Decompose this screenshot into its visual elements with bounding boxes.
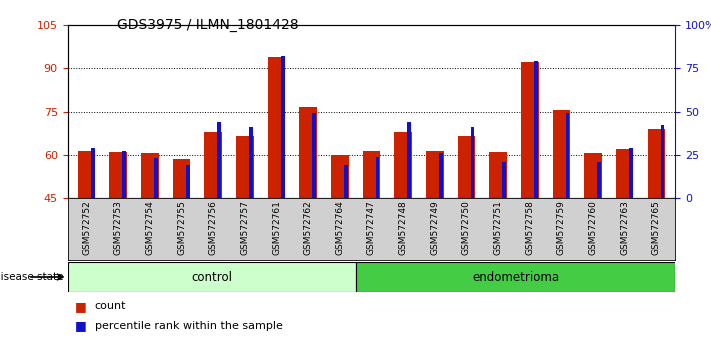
Text: disease state: disease state (0, 272, 64, 282)
Bar (566, 113, 570, 198)
Bar (661, 125, 665, 198)
Bar (344, 165, 348, 198)
Bar (154, 158, 158, 198)
Bar (68, 262, 356, 292)
Text: GSM572753: GSM572753 (114, 200, 123, 255)
Text: endometrioma: endometrioma (472, 270, 559, 284)
Text: GSM572759: GSM572759 (557, 200, 566, 255)
Bar (489, 152, 507, 198)
Bar (299, 107, 317, 198)
Text: GSM572751: GSM572751 (493, 200, 503, 255)
Bar (109, 152, 127, 198)
Bar (186, 165, 190, 198)
Text: ■: ■ (75, 319, 87, 332)
Bar (281, 56, 284, 198)
Bar (471, 127, 474, 198)
Text: GSM572749: GSM572749 (430, 200, 439, 255)
Text: GSM572750: GSM572750 (462, 200, 471, 255)
Bar (407, 122, 411, 198)
Text: GSM572763: GSM572763 (620, 200, 629, 255)
Bar (648, 129, 665, 198)
Bar (356, 262, 675, 292)
Bar (552, 110, 570, 198)
Text: GSM572764: GSM572764 (336, 200, 344, 255)
Bar (521, 62, 538, 198)
Text: GSM572765: GSM572765 (652, 200, 661, 255)
Text: GSM572758: GSM572758 (525, 200, 534, 255)
Bar (375, 156, 380, 198)
Bar (218, 122, 221, 198)
Bar (268, 57, 285, 198)
Bar (395, 132, 412, 198)
Text: count: count (95, 301, 126, 311)
Bar (534, 61, 538, 198)
Text: GSM572762: GSM572762 (304, 200, 313, 255)
Text: GSM572748: GSM572748 (399, 200, 407, 255)
Bar (236, 136, 254, 198)
Text: GSM572756: GSM572756 (209, 200, 218, 255)
Bar (77, 150, 95, 198)
Text: ■: ■ (75, 300, 87, 313)
Bar (249, 127, 253, 198)
Text: GSM572760: GSM572760 (589, 200, 598, 255)
Text: GSM572752: GSM572752 (82, 200, 91, 255)
Bar (173, 159, 191, 198)
Bar (597, 162, 601, 198)
Text: GSM572761: GSM572761 (272, 200, 281, 255)
Bar (616, 149, 634, 198)
Bar (439, 153, 443, 198)
Text: GSM572757: GSM572757 (240, 200, 250, 255)
Bar (458, 136, 475, 198)
Bar (312, 113, 316, 198)
Bar (122, 152, 126, 198)
Bar (363, 150, 380, 198)
Bar (91, 148, 95, 198)
Bar (503, 162, 506, 198)
Text: control: control (191, 270, 232, 284)
Bar (426, 150, 444, 198)
Text: GSM572747: GSM572747 (367, 200, 376, 255)
Text: GDS3975 / ILMN_1801428: GDS3975 / ILMN_1801428 (117, 18, 299, 32)
Bar (629, 148, 633, 198)
Bar (141, 153, 159, 198)
Text: percentile rank within the sample: percentile rank within the sample (95, 321, 282, 331)
Text: GSM572754: GSM572754 (145, 200, 154, 255)
Bar (584, 153, 602, 198)
Text: GSM572755: GSM572755 (177, 200, 186, 255)
Bar (331, 155, 348, 198)
Bar (205, 132, 222, 198)
